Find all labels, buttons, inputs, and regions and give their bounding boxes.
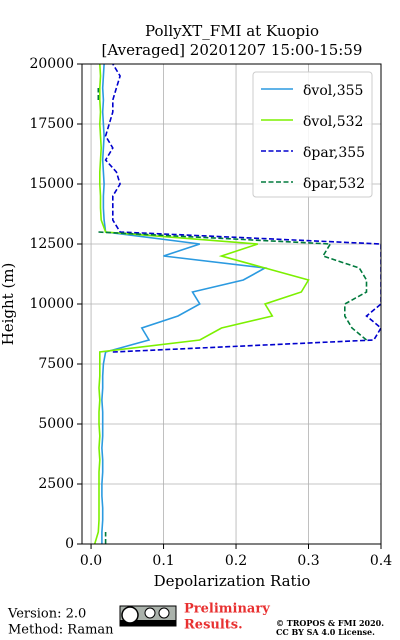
- legend-label: δpar,532: [303, 176, 365, 192]
- x-tick-label: 0.0: [80, 553, 102, 569]
- x-tick-label: 0.3: [297, 553, 319, 569]
- legend-box: [252, 71, 373, 198]
- y-tick-label: 7500: [38, 356, 74, 372]
- x-tick-label: 0.4: [370, 553, 392, 569]
- x-axis-label: Depolarization Ratio: [154, 572, 311, 590]
- method: Method: Raman: [8, 623, 114, 638]
- profile-line: [93, 64, 310, 544]
- copyright: © TROPOS & FMI 2020.: [276, 618, 384, 628]
- cc-badge: [119, 605, 177, 627]
- y-tick-label: 17500: [29, 116, 74, 132]
- legend-label: δpar,355: [303, 145, 365, 161]
- legend-label: δvol,532: [303, 114, 363, 130]
- license: CC BY SA 4.0 License.: [276, 627, 375, 637]
- y-tick-label: 15000: [29, 176, 74, 192]
- y-tick-label: 5000: [38, 416, 74, 432]
- y-tick-label: 2500: [38, 476, 74, 492]
- y-tick-label: 20000: [29, 56, 74, 72]
- legend-label: δvol,355: [303, 83, 363, 99]
- y-axis-label: Height (m): [0, 263, 17, 346]
- y-tick-label: 10000: [29, 296, 74, 312]
- y-tick-label: 12500: [29, 236, 74, 252]
- x-tick-label: 0.2: [225, 553, 247, 569]
- y-tick-label: 0: [65, 536, 74, 552]
- version: Version: 2.0: [7, 607, 86, 622]
- preliminary: Results.: [184, 618, 243, 633]
- profile-line: [101, 64, 268, 544]
- x-tick-label: 0.1: [152, 553, 174, 569]
- profile-line: [104, 64, 381, 353]
- chart-title: PollyXT_FMI at Kuopio: [145, 22, 319, 40]
- preliminary: Preliminary: [184, 602, 270, 617]
- chart-subtitle: [Averaged] 20201207 15:00-15:59: [102, 41, 363, 59]
